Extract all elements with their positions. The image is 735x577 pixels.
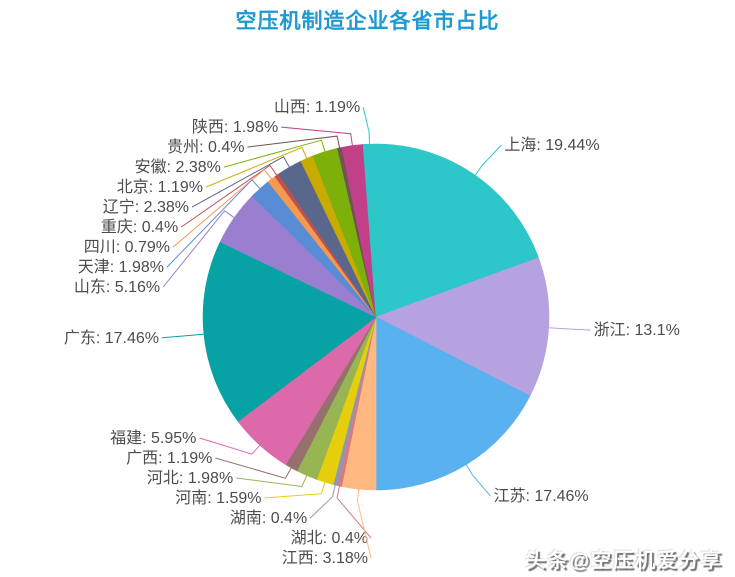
label-line-天津 (166, 179, 261, 268)
label-line-安徽 (223, 139, 326, 168)
label-line-山西 (362, 106, 370, 145)
label-line-陕西 (281, 126, 353, 146)
label-line-广西 (215, 457, 292, 479)
label-line-辽宁 (191, 156, 290, 208)
pie-slice-浙江[interactable] (375, 257, 550, 397)
pie-label-河南: 河南: 1.59% (175, 489, 261, 507)
pie-label-贵州: 贵州: 0.4% (167, 138, 244, 156)
pie-label-广东: 广东: 17.46% (64, 329, 159, 347)
chart-title: 空压机制造企业各省市占比 (235, 10, 500, 33)
pie-label-重庆: 重庆: 0.4% (101, 218, 178, 236)
label-line-四川 (172, 168, 272, 248)
label-line-广东 (161, 333, 204, 339)
label-line-湖北 (336, 485, 372, 539)
pie-label-陕西: 陕西: 1.98% (192, 118, 278, 136)
label-line-湖南 (309, 484, 336, 519)
pie-label-湖南: 湖南: 0.4% (230, 509, 307, 527)
pie-label-辽宁: 辽宁: 2.38% (103, 198, 189, 216)
pie-label-福建: 福建: 5.95% (110, 429, 196, 447)
label-line-重庆 (180, 164, 278, 228)
pie-label-天津: 天津: 1.98% (78, 258, 164, 276)
pie-label-山西: 山西: 1.19% (274, 98, 360, 116)
pie-slice-山西[interactable] (362, 143, 377, 318)
label-line-北京 (205, 146, 308, 188)
label-line-贵州 (247, 135, 341, 149)
label-line-上海 (474, 144, 502, 176)
label-line-江苏 (465, 464, 491, 497)
pie-label-浙江: 浙江: 13.1% (594, 321, 680, 339)
pie-label-河北: 河北: 1.98% (147, 469, 233, 487)
label-line-河南 (264, 482, 326, 499)
pie-label-北京: 北京: 1.19% (117, 178, 203, 196)
label-line-山东 (162, 210, 235, 288)
label-line-浙江 (548, 327, 591, 331)
pie-label-江苏: 江苏: 17.46% (494, 487, 589, 505)
pie-label-安徽: 安徽: 2.38% (135, 158, 221, 176)
pie-label-四川: 四川: 0.79% (84, 239, 170, 256)
pie-label-湖北: 湖北: 0.4% (291, 529, 368, 547)
pie-label-江西: 江西: 3.18% (282, 549, 368, 567)
watermark: 头条@空压机爱分享 (525, 550, 723, 572)
label-line-江西 (356, 489, 372, 559)
label-line-福建 (199, 437, 261, 455)
pie-label-山东: 山东: 5.16% (74, 278, 160, 296)
label-line-河北 (236, 475, 308, 488)
pie-label-上海: 上海: 19.44% (504, 136, 599, 154)
pie-label-广西: 广西: 1.19% (126, 449, 212, 467)
